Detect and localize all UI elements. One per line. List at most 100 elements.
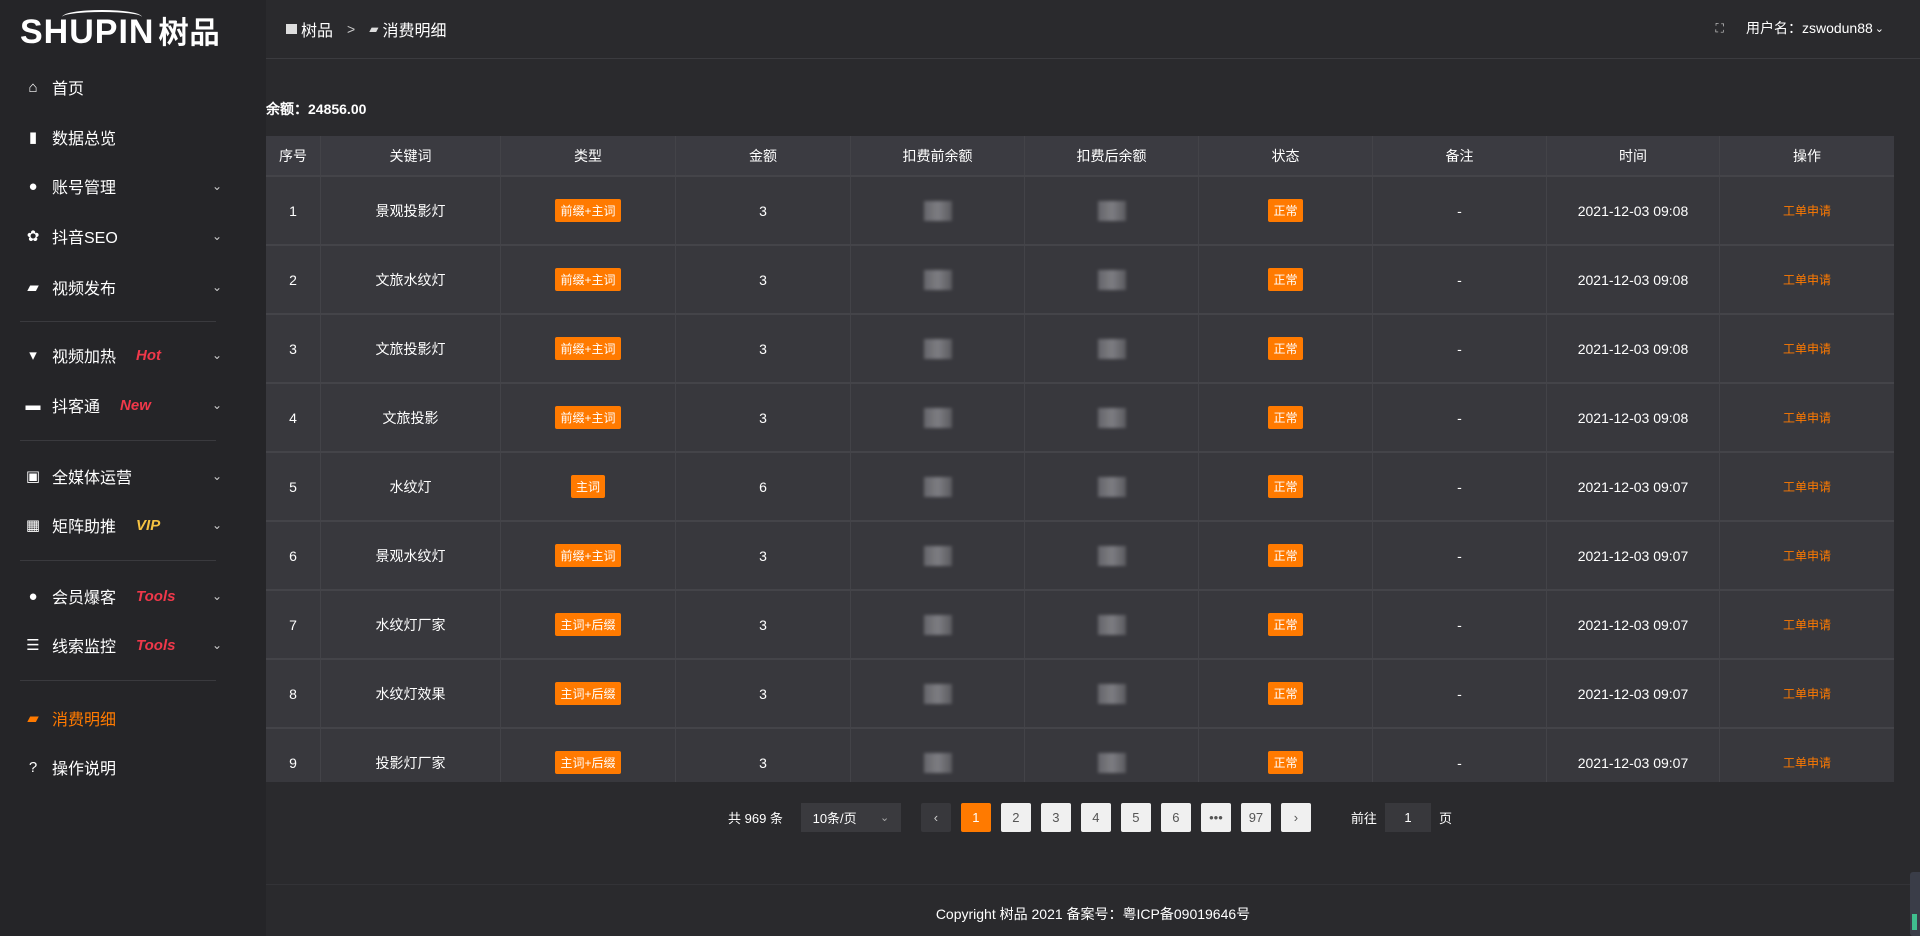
sidebar-item-label: 操作说明 — [52, 761, 117, 778]
page-suffix: 页 — [1438, 811, 1452, 826]
page-button[interactable]: 3 — [1040, 803, 1071, 832]
ticket-request-link[interactable]: 工单申请 — [1782, 618, 1831, 632]
sidebar-item-2[interactable]: ● 账号管理 ⌄ — [0, 166, 266, 206]
sidebar-item-10[interactable]: ☰ 线索监控 Tools ⌄ — [0, 625, 266, 665]
page-button[interactable]: 1 — [960, 803, 991, 832]
prev-page-button[interactable]: ‹ — [920, 803, 951, 832]
sidebar-item-label: 消费明细 — [52, 712, 117, 729]
ticket-request-link[interactable]: 工单申请 — [1782, 480, 1831, 494]
sliders-icon: ☰ — [26, 637, 40, 654]
note: - — [1373, 246, 1547, 313]
breadcrumb-home[interactable]: 树品 — [301, 23, 334, 40]
chevron-down-icon: ⌄ — [212, 398, 223, 412]
type-badge: 前缀+主词 — [555, 406, 621, 429]
user-menu[interactable]: 用户名：zswodun88 — [1745, 20, 1873, 36]
sidebar-item-12[interactable]: ? 操作说明 — [0, 747, 266, 787]
page-size-select[interactable]: 10条/页 ⌄ — [800, 803, 901, 832]
page-button[interactable]: 6 — [1160, 803, 1191, 832]
goto-page-input[interactable] — [1384, 803, 1431, 832]
sidebar: SHUPIN 树品 ⌂ 首页 ▮ 数据总览 ● 账号管理 ⌄ ✿ 抖音SEO ⌄ ▰ 视频发布 ⌄ ▾ 视频加… — [0, 0, 266, 936]
keyword: 文旅水纹灯 — [321, 246, 501, 313]
header: 树品 > ▰ 消费明细 ⛶ 用户名：zswodun88 ⌄ — [266, 0, 1920, 59]
sidebar-item-label: 矩阵助推 — [52, 519, 117, 536]
blurred-balance-before — [923, 752, 952, 773]
column-header: 关键词 — [321, 136, 501, 175]
page-button[interactable]: 5 — [1120, 803, 1151, 832]
blurred-balance-after — [1097, 545, 1126, 566]
keyword: 文旅投影灯 — [321, 315, 501, 382]
table-row: 8 水纹灯效果 主词+后缀 3 正常 - 2021-12-03 09:07 工单… — [266, 660, 1894, 729]
keyword: 水纹灯 — [321, 453, 501, 520]
wallet-icon: ▰ — [27, 710, 39, 727]
logo[interactable]: SHUPIN 树品 — [20, 10, 220, 52]
sidebar-item-6[interactable]: ▬ 抖客通 New ⌄ — [0, 385, 266, 425]
column-header: 扣费后余额 — [1025, 136, 1199, 175]
row-number: 8 — [266, 660, 321, 727]
chevron-down-icon: ⌄ — [212, 179, 223, 193]
sidebar-item-tag: VIP — [136, 516, 161, 534]
ticket-request-link[interactable]: 工单申请 — [1782, 549, 1831, 563]
ticket-request-link[interactable]: 工单申请 — [1782, 756, 1831, 770]
sidebar-item-tag: Tools — [136, 587, 176, 605]
sidebar-item-0[interactable]: ⌂ 首页 — [0, 67, 266, 107]
column-header: 操作 — [1793, 147, 1821, 164]
ticket-request-link[interactable]: 工单申请 — [1782, 342, 1831, 356]
table-row: 7 水纹灯厂家 主词+后缀 3 正常 - 2021-12-03 09:07 工单… — [266, 591, 1894, 660]
sidebar-item-label: 会员爆客 — [52, 590, 117, 607]
floating-widget[interactable] — [1910, 872, 1920, 936]
amount: 3 — [676, 591, 851, 658]
chevron-down-icon[interactable]: ⌄ — [1874, 22, 1884, 35]
amount: 3 — [676, 660, 851, 727]
user-icon: ● — [28, 587, 38, 605]
blurred-balance-before — [923, 545, 952, 566]
sidebar-item-tag: Hot — [136, 346, 162, 364]
gear-icon: ✿ — [26, 228, 40, 245]
table-row: 2 文旅水纹灯 前缀+主词 3 正常 - 2021-12-03 09:08 工单… — [266, 246, 1894, 315]
sidebar-item-9[interactable]: ● 会员爆客 Tools ⌄ — [0, 576, 266, 616]
amount: 6 — [676, 453, 851, 520]
video-camera-icon: ▰ — [27, 279, 39, 296]
chevron-down-icon: ⌄ — [212, 280, 223, 294]
blurred-balance-before — [923, 269, 952, 290]
page-button[interactable]: 4 — [1080, 803, 1111, 832]
status-badge: 正常 — [1268, 544, 1303, 567]
chevron-down-icon: ⌄ — [880, 812, 890, 824]
sidebar-divider — [20, 321, 216, 322]
sidebar-item-7[interactable]: ▣ 全媒体运营 ⌄ — [0, 456, 266, 496]
page-button[interactable]: 2 — [1000, 803, 1031, 832]
page-button[interactable]: 97 — [1240, 803, 1271, 832]
sidebar-item-11[interactable]: ▰ 消费明细 — [0, 698, 266, 738]
sidebar-item-3[interactable]: ✿ 抖音SEO ⌄ — [0, 216, 266, 256]
note: - — [1373, 384, 1547, 451]
ticket-request-link[interactable]: 工单申请 — [1782, 411, 1831, 425]
time: 2021-12-03 09:07 — [1547, 729, 1720, 782]
ticket-request-link[interactable]: 工单申请 — [1782, 204, 1831, 218]
sidebar-item-1[interactable]: ▮ 数据总览 — [0, 117, 266, 157]
question-icon: ? — [28, 758, 38, 776]
sidebar-item-8[interactable]: ▦ 矩阵助推 VIP ⌄ — [0, 505, 266, 545]
status-badge: 正常 — [1268, 199, 1303, 222]
sidebar-item-4[interactable]: ▰ 视频发布 ⌄ — [0, 267, 266, 307]
sidebar-item-5[interactable]: ▾ 视频加热 Hot ⌄ — [0, 335, 266, 375]
footer-divider — [266, 884, 1920, 885]
table-row: 1 景观投影灯 前缀+主词 3 正常 - 2021-12-03 09:08 工单… — [266, 177, 1894, 246]
blurred-balance-after — [1097, 200, 1126, 221]
note: - — [1373, 660, 1547, 727]
column-header: 序号 — [266, 136, 321, 175]
fullscreen-icon[interactable]: ⛶ — [1715, 20, 1724, 35]
status-badge: 正常 — [1268, 475, 1303, 498]
sidebar-item-tag: Tools — [136, 636, 176, 654]
amount: 3 — [676, 384, 851, 451]
goto-label: 前往 — [1350, 811, 1377, 826]
time: 2021-12-03 09:08 — [1547, 177, 1720, 244]
sidebar-divider — [20, 560, 216, 561]
time: 2021-12-03 09:07 — [1547, 660, 1720, 727]
blurred-balance-before — [923, 683, 952, 704]
ticket-request-link[interactable]: 工单申请 — [1782, 273, 1831, 287]
ticket-request-link[interactable]: 工单申请 — [1782, 687, 1831, 701]
next-page-button[interactable]: › — [1280, 803, 1311, 832]
page-button[interactable]: ••• — [1200, 803, 1231, 832]
blurred-balance-after — [1097, 338, 1126, 359]
time: 2021-12-03 09:07 — [1547, 522, 1720, 589]
